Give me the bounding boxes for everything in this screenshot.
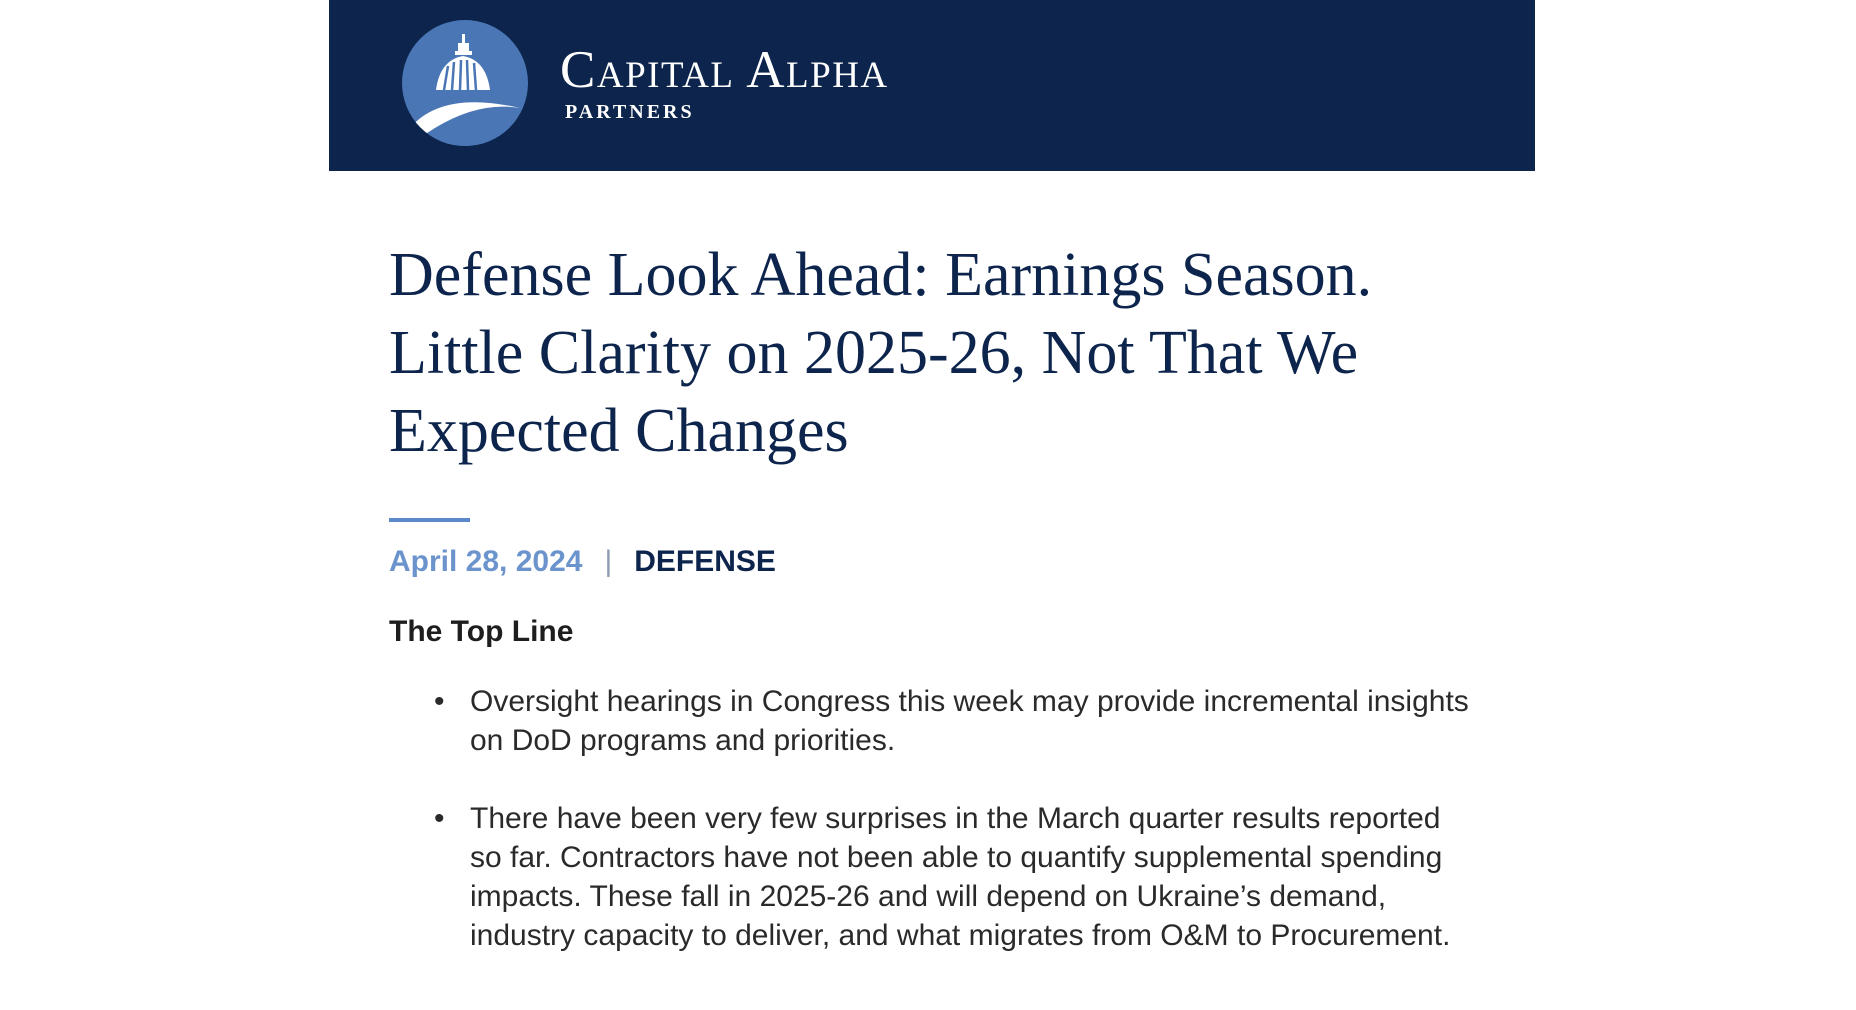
site-header: Capital Alpha PARTNERS [329,0,1535,171]
accent-divider [389,518,470,522]
article-category[interactable]: DEFENSE [634,545,776,578]
article-title: Defense Look Ahead: Earnings Season. Lit… [389,241,1373,465]
bullet-icon: • [434,685,445,718]
section-heading: The Top Line [389,615,574,648]
brand-name[interactable]: Capital Alpha [560,41,889,99]
top-line-list: • Oversight hearings in Congress this we… [434,682,1474,994]
meta-separator: | [604,545,613,578]
brand-subtitle: PARTNERS [565,101,695,123]
capitol-dome-graphic [410,34,528,146]
list-item-text: Oversight hearings in Congress this week… [470,685,1469,757]
bullet-icon: • [434,802,445,835]
list-item: • There have been very few surprises in … [434,799,1474,955]
article-date: April 28, 2024 [389,545,583,578]
capitol-dome-icon[interactable] [402,20,528,146]
list-item: • Oversight hearings in Congress this we… [434,682,1474,760]
list-item-text: There have been very few surprises in th… [470,802,1451,952]
article-meta: April 28, 2024 | DEFENSE [389,544,776,580]
